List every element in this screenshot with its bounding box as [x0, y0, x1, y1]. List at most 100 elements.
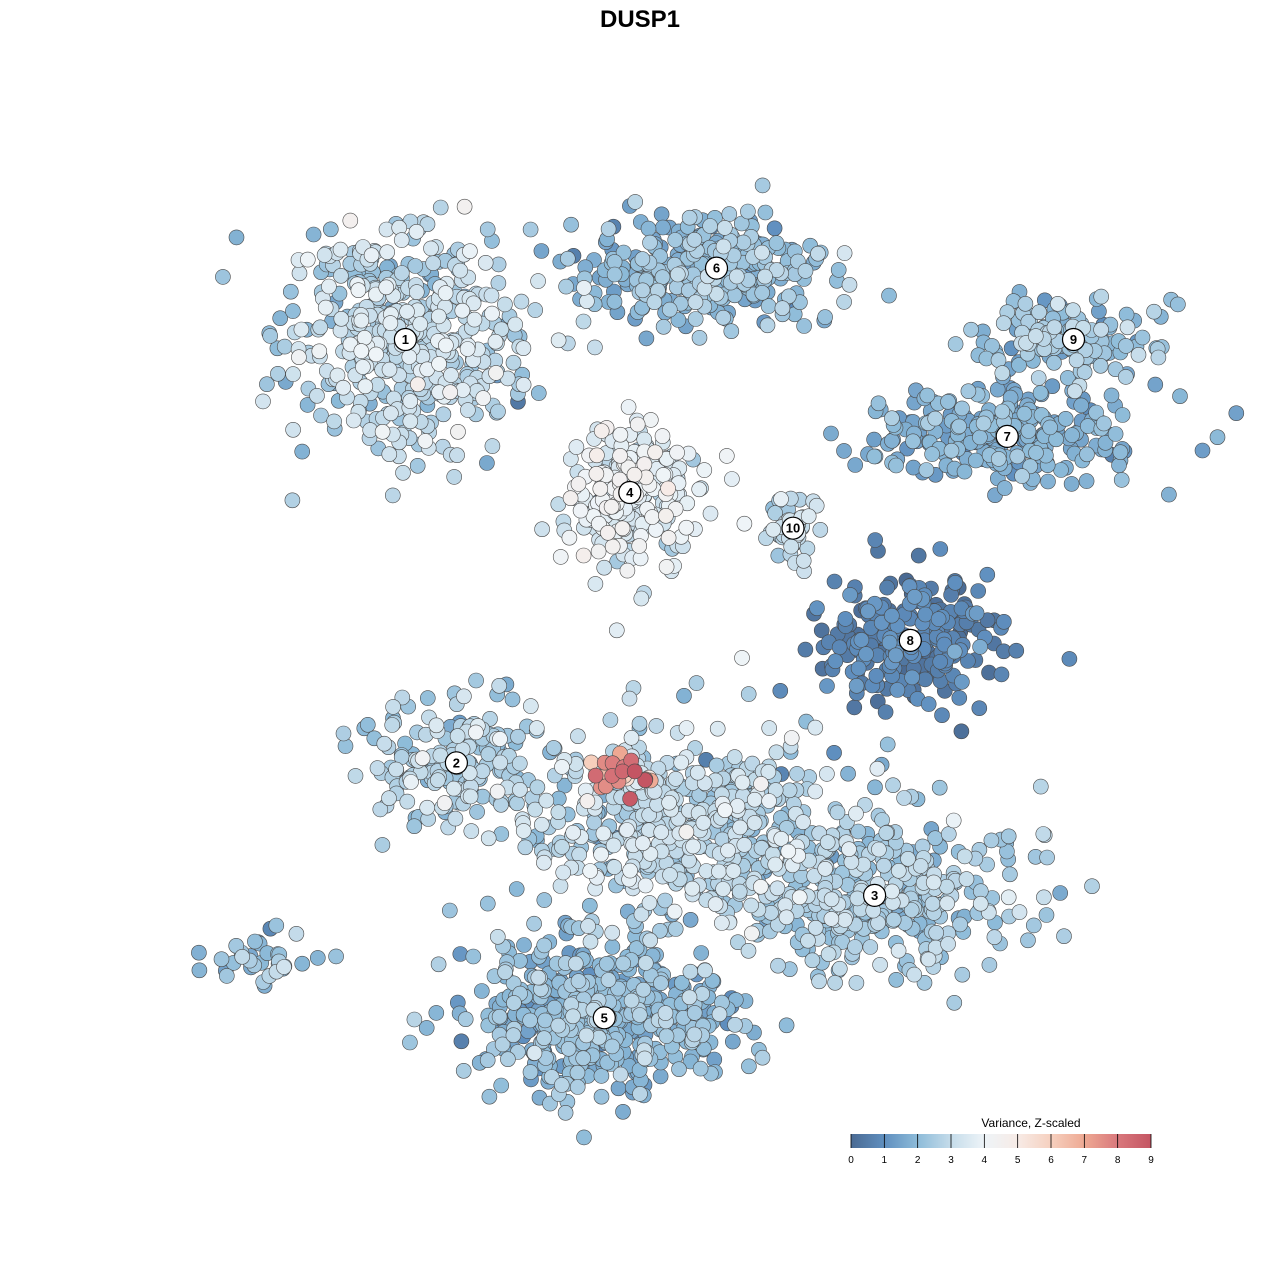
cell-point: [681, 989, 698, 1006]
cell-point: [689, 764, 706, 781]
cell-point: [693, 945, 710, 961]
cell-point: [765, 521, 782, 538]
cell-point: [288, 925, 305, 942]
cell-point: [483, 287, 500, 304]
cell-point: [402, 393, 419, 409]
cell-point: [418, 1020, 435, 1036]
cell-point: [734, 650, 750, 666]
cell-point: [582, 933, 599, 950]
legend-tick-label: 7: [1082, 1155, 1088, 1166]
cell-point: [658, 507, 674, 524]
cell-point: [552, 878, 569, 894]
cell-point: [1046, 354, 1062, 371]
cell-point: [654, 428, 671, 444]
cell-point: [378, 279, 395, 296]
cell-point: [560, 1041, 577, 1057]
cell-point: [1057, 410, 1074, 427]
cell-point: [1032, 385, 1049, 401]
cell-point: [561, 529, 578, 546]
cell-point: [684, 880, 701, 897]
cell-point: [718, 448, 735, 464]
cell-point: [795, 814, 811, 830]
cell-point: [516, 937, 532, 953]
cell-point: [322, 221, 339, 238]
cell-point: [1119, 319, 1136, 336]
cell-point: [627, 194, 644, 210]
cell-point: [780, 843, 797, 860]
cell-point: [455, 1063, 472, 1079]
cell-point: [889, 682, 906, 698]
cell-point: [1063, 476, 1080, 492]
cell-point: [626, 466, 643, 483]
cell-point: [686, 232, 703, 248]
cell-point: [393, 232, 410, 248]
cell-point: [623, 729, 640, 746]
cell-point: [272, 310, 289, 327]
cell-point: [796, 318, 812, 334]
cell-point: [554, 759, 570, 775]
cell-point: [593, 1088, 610, 1105]
cell-point: [466, 311, 483, 328]
cell-point: [480, 830, 497, 847]
cell-point: [191, 962, 208, 979]
cluster-label-text: 5: [601, 1010, 608, 1025]
cell-point: [517, 839, 534, 856]
cell-point: [797, 641, 814, 658]
cell-point: [462, 243, 478, 259]
cell-point: [313, 407, 329, 424]
cell-point: [381, 790, 397, 807]
cluster-label-text: 8: [907, 633, 914, 648]
cell-point: [860, 603, 876, 620]
cluster-label-text: 4: [626, 485, 634, 500]
cell-point: [403, 774, 419, 790]
cell-point: [1228, 405, 1245, 422]
cell-point: [332, 241, 349, 258]
cell-point: [469, 804, 485, 820]
cell-point: [927, 830, 944, 847]
cell-point: [868, 667, 885, 684]
cell-point: [879, 736, 896, 753]
cell-point: [575, 547, 592, 564]
cell-point: [562, 490, 579, 507]
cell-point: [1008, 642, 1025, 659]
legend-tick-label: 6: [1048, 1155, 1054, 1166]
cell-point: [383, 405, 399, 422]
cell-point: [877, 704, 894, 720]
cell-point: [1112, 444, 1129, 461]
cell-point: [463, 823, 480, 839]
cell-point: [905, 433, 921, 450]
cell-point: [904, 669, 920, 686]
cell-point: [522, 221, 539, 238]
cell-point: [1088, 404, 1104, 421]
cell-point: [402, 413, 419, 430]
cell-point: [727, 1017, 743, 1033]
cell-point: [819, 678, 835, 694]
cell-point: [559, 250, 576, 267]
cell-point: [836, 245, 853, 261]
cell-point: [687, 294, 704, 311]
cell-point: [1118, 369, 1134, 385]
cell-point: [537, 1012, 553, 1029]
chart-title: DUSP1: [600, 6, 680, 33]
cell-point: [545, 740, 562, 756]
cell-point: [753, 776, 769, 792]
cell-point: [829, 804, 846, 821]
cell-point: [1020, 423, 1037, 439]
cell-point: [809, 600, 825, 617]
cell-point: [215, 269, 231, 285]
cell-point: [294, 443, 311, 460]
cell-point: [1011, 357, 1027, 373]
cell-point: [888, 971, 905, 988]
cell-point: [879, 579, 895, 596]
cell-point: [484, 305, 500, 322]
cell-point: [637, 877, 654, 894]
cell-point: [641, 895, 658, 911]
cell-point: [881, 287, 897, 304]
cell-point: [631, 1007, 648, 1023]
cell-point: [673, 974, 690, 991]
cell-point: [449, 728, 466, 744]
cell-point: [925, 874, 942, 891]
cell-point: [716, 220, 733, 236]
cell-point: [660, 480, 676, 497]
cell-point: [715, 309, 732, 326]
